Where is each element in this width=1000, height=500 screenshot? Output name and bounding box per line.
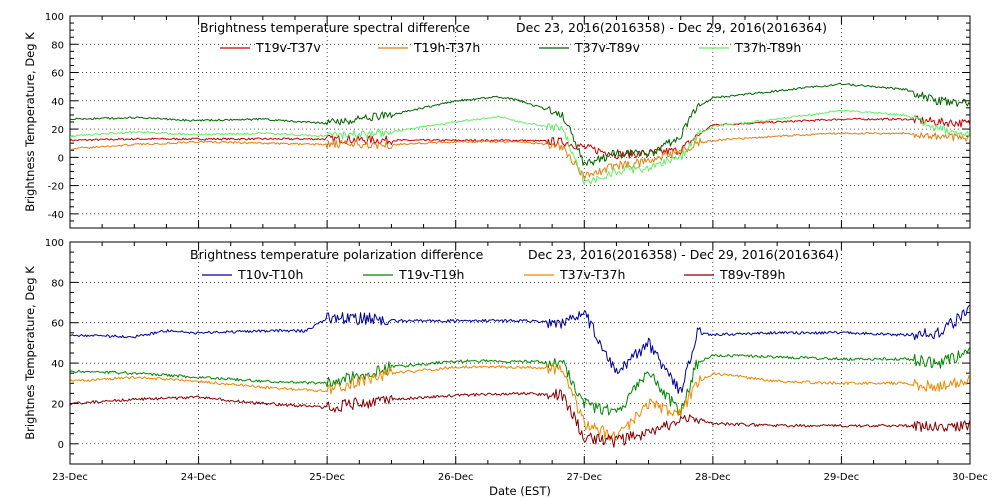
series-line-t89v-t89h bbox=[70, 388, 970, 448]
x-axis-label: Date (EST) bbox=[489, 484, 551, 498]
x-tick-label: 26-Dec bbox=[438, 472, 474, 483]
legend-label: T37v-T89v bbox=[574, 40, 641, 55]
x-tick-label: 23-Dec bbox=[52, 472, 88, 483]
y-tick-label: 100 bbox=[45, 238, 64, 249]
y-tick-label: 0 bbox=[58, 440, 64, 451]
y-tick-label: 40 bbox=[51, 97, 64, 108]
chart-date-range: Dec 23, 2016(2016358) - Dec 29, 2016(201… bbox=[528, 247, 839, 262]
legend-label: T19v-T37v bbox=[255, 40, 322, 55]
x-tick-label: 25-Dec bbox=[309, 472, 345, 483]
series-line-t19h-t37h bbox=[70, 131, 970, 180]
legend-label: T19v-T19h bbox=[398, 267, 464, 282]
y-tick-label: 60 bbox=[51, 319, 64, 330]
series-line-t37v-t89v bbox=[70, 82, 970, 166]
chart-date-range: Dec 23, 2016(2016358) - Dec 29, 2016(201… bbox=[516, 20, 827, 35]
y-tick-label: -40 bbox=[48, 210, 64, 221]
y-tick-label: 40 bbox=[51, 359, 64, 370]
series-group bbox=[70, 82, 970, 185]
x-tick-label: 24-Dec bbox=[181, 472, 217, 483]
x-tick-label: 27-Dec bbox=[566, 472, 602, 483]
axis-ticks bbox=[69, 15, 971, 229]
y-tick-label: 20 bbox=[51, 125, 64, 136]
x-tick-label: 30-Dec bbox=[952, 472, 988, 483]
y-tick-label: 0 bbox=[58, 153, 64, 164]
series-line-t10v-t10h bbox=[70, 304, 970, 394]
legend-label: T19h-T37h bbox=[413, 40, 480, 55]
polarization-difference-panel: 0 20 40 60 80 100 23-Dec 24-Dec 25-Dec 26-Dec 27-D… bbox=[23, 238, 988, 498]
x-tick-label: 29-Dec bbox=[824, 472, 860, 483]
y-tick-label: -20 bbox=[48, 182, 64, 193]
legend-label: T37v-T37h bbox=[559, 267, 625, 282]
series-line-t19v-t37v bbox=[70, 115, 970, 160]
legend-label: T37h-T89h bbox=[734, 40, 801, 55]
y-tick-label: 80 bbox=[51, 40, 64, 51]
axis-ticks bbox=[69, 241, 971, 465]
x-tick-label: 28-Dec bbox=[695, 472, 731, 483]
y-axis-label: Brightnes Temperature, Deg K bbox=[23, 266, 37, 440]
y-tick-label: 60 bbox=[51, 69, 64, 80]
y-tick-label: 80 bbox=[51, 278, 64, 289]
legend-label: T10v-T10h bbox=[237, 267, 303, 282]
series-line-t37h-t89h bbox=[70, 109, 970, 185]
series-group bbox=[70, 304, 970, 448]
y-tick-label: 20 bbox=[51, 399, 64, 410]
series-line-t37v-t37h bbox=[70, 362, 970, 441]
series-line-t19v-t19h bbox=[70, 347, 970, 416]
spectral-difference-panel: -40 -20 0 20 40 60 80 100 Brightness Temperature… bbox=[23, 12, 971, 229]
plot-frame bbox=[69, 15, 971, 229]
chart-title: Brightness temperature polarization diff… bbox=[190, 247, 484, 262]
legend-label: T89v-T89h bbox=[719, 267, 785, 282]
chart-title: Brightness temperature spectral differen… bbox=[200, 20, 470, 35]
y-tick-label: 100 bbox=[45, 12, 64, 23]
y-axis-label: Brightness Temperature, Deg K bbox=[23, 32, 37, 212]
